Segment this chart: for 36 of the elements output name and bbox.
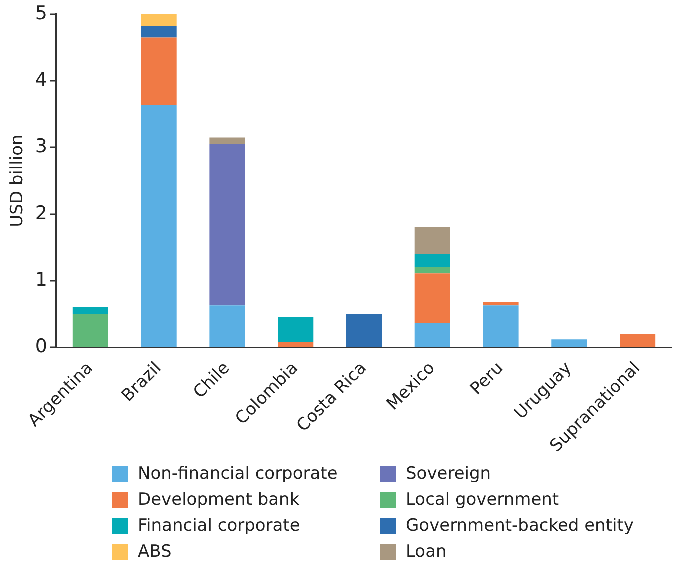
bar [210, 138, 246, 144]
bar [346, 314, 382, 348]
bar [414, 267, 450, 274]
bar [483, 306, 519, 348]
legend-label: Financial corporate [138, 516, 300, 536]
bar [141, 38, 177, 106]
legend-label: Government-backed entity [406, 516, 634, 536]
bar [210, 144, 246, 306]
legend-label: Loan [406, 542, 447, 562]
y-tick-label: 2 [35, 202, 48, 224]
y-tick-label: 1 [35, 268, 48, 291]
y-axis-title: USD billion [8, 134, 28, 228]
bar [210, 306, 246, 348]
bar [72, 307, 108, 314]
bar [141, 14, 177, 26]
bar [483, 302, 519, 306]
bar [278, 317, 314, 342]
y-tick-label: 4 [35, 68, 48, 91]
y-tick-label: 0 [35, 336, 48, 358]
y-tick-label: 3 [35, 136, 48, 158]
legend-label: Sovereign [406, 464, 492, 484]
legend-label: Local government [406, 490, 560, 510]
bar [414, 254, 450, 268]
bar [278, 342, 314, 348]
legend-label: Development bank [138, 490, 300, 510]
bar [141, 105, 177, 348]
legend-label: ABS [138, 542, 172, 562]
bar [414, 227, 450, 254]
y-tick-label: 5 [35, 2, 48, 24]
bar [141, 26, 177, 38]
bar [72, 314, 108, 348]
bar [620, 334, 656, 348]
legend-label: Non-financial corporate [138, 464, 338, 484]
bar [414, 323, 450, 348]
bar [552, 340, 588, 348]
bar [414, 274, 450, 324]
